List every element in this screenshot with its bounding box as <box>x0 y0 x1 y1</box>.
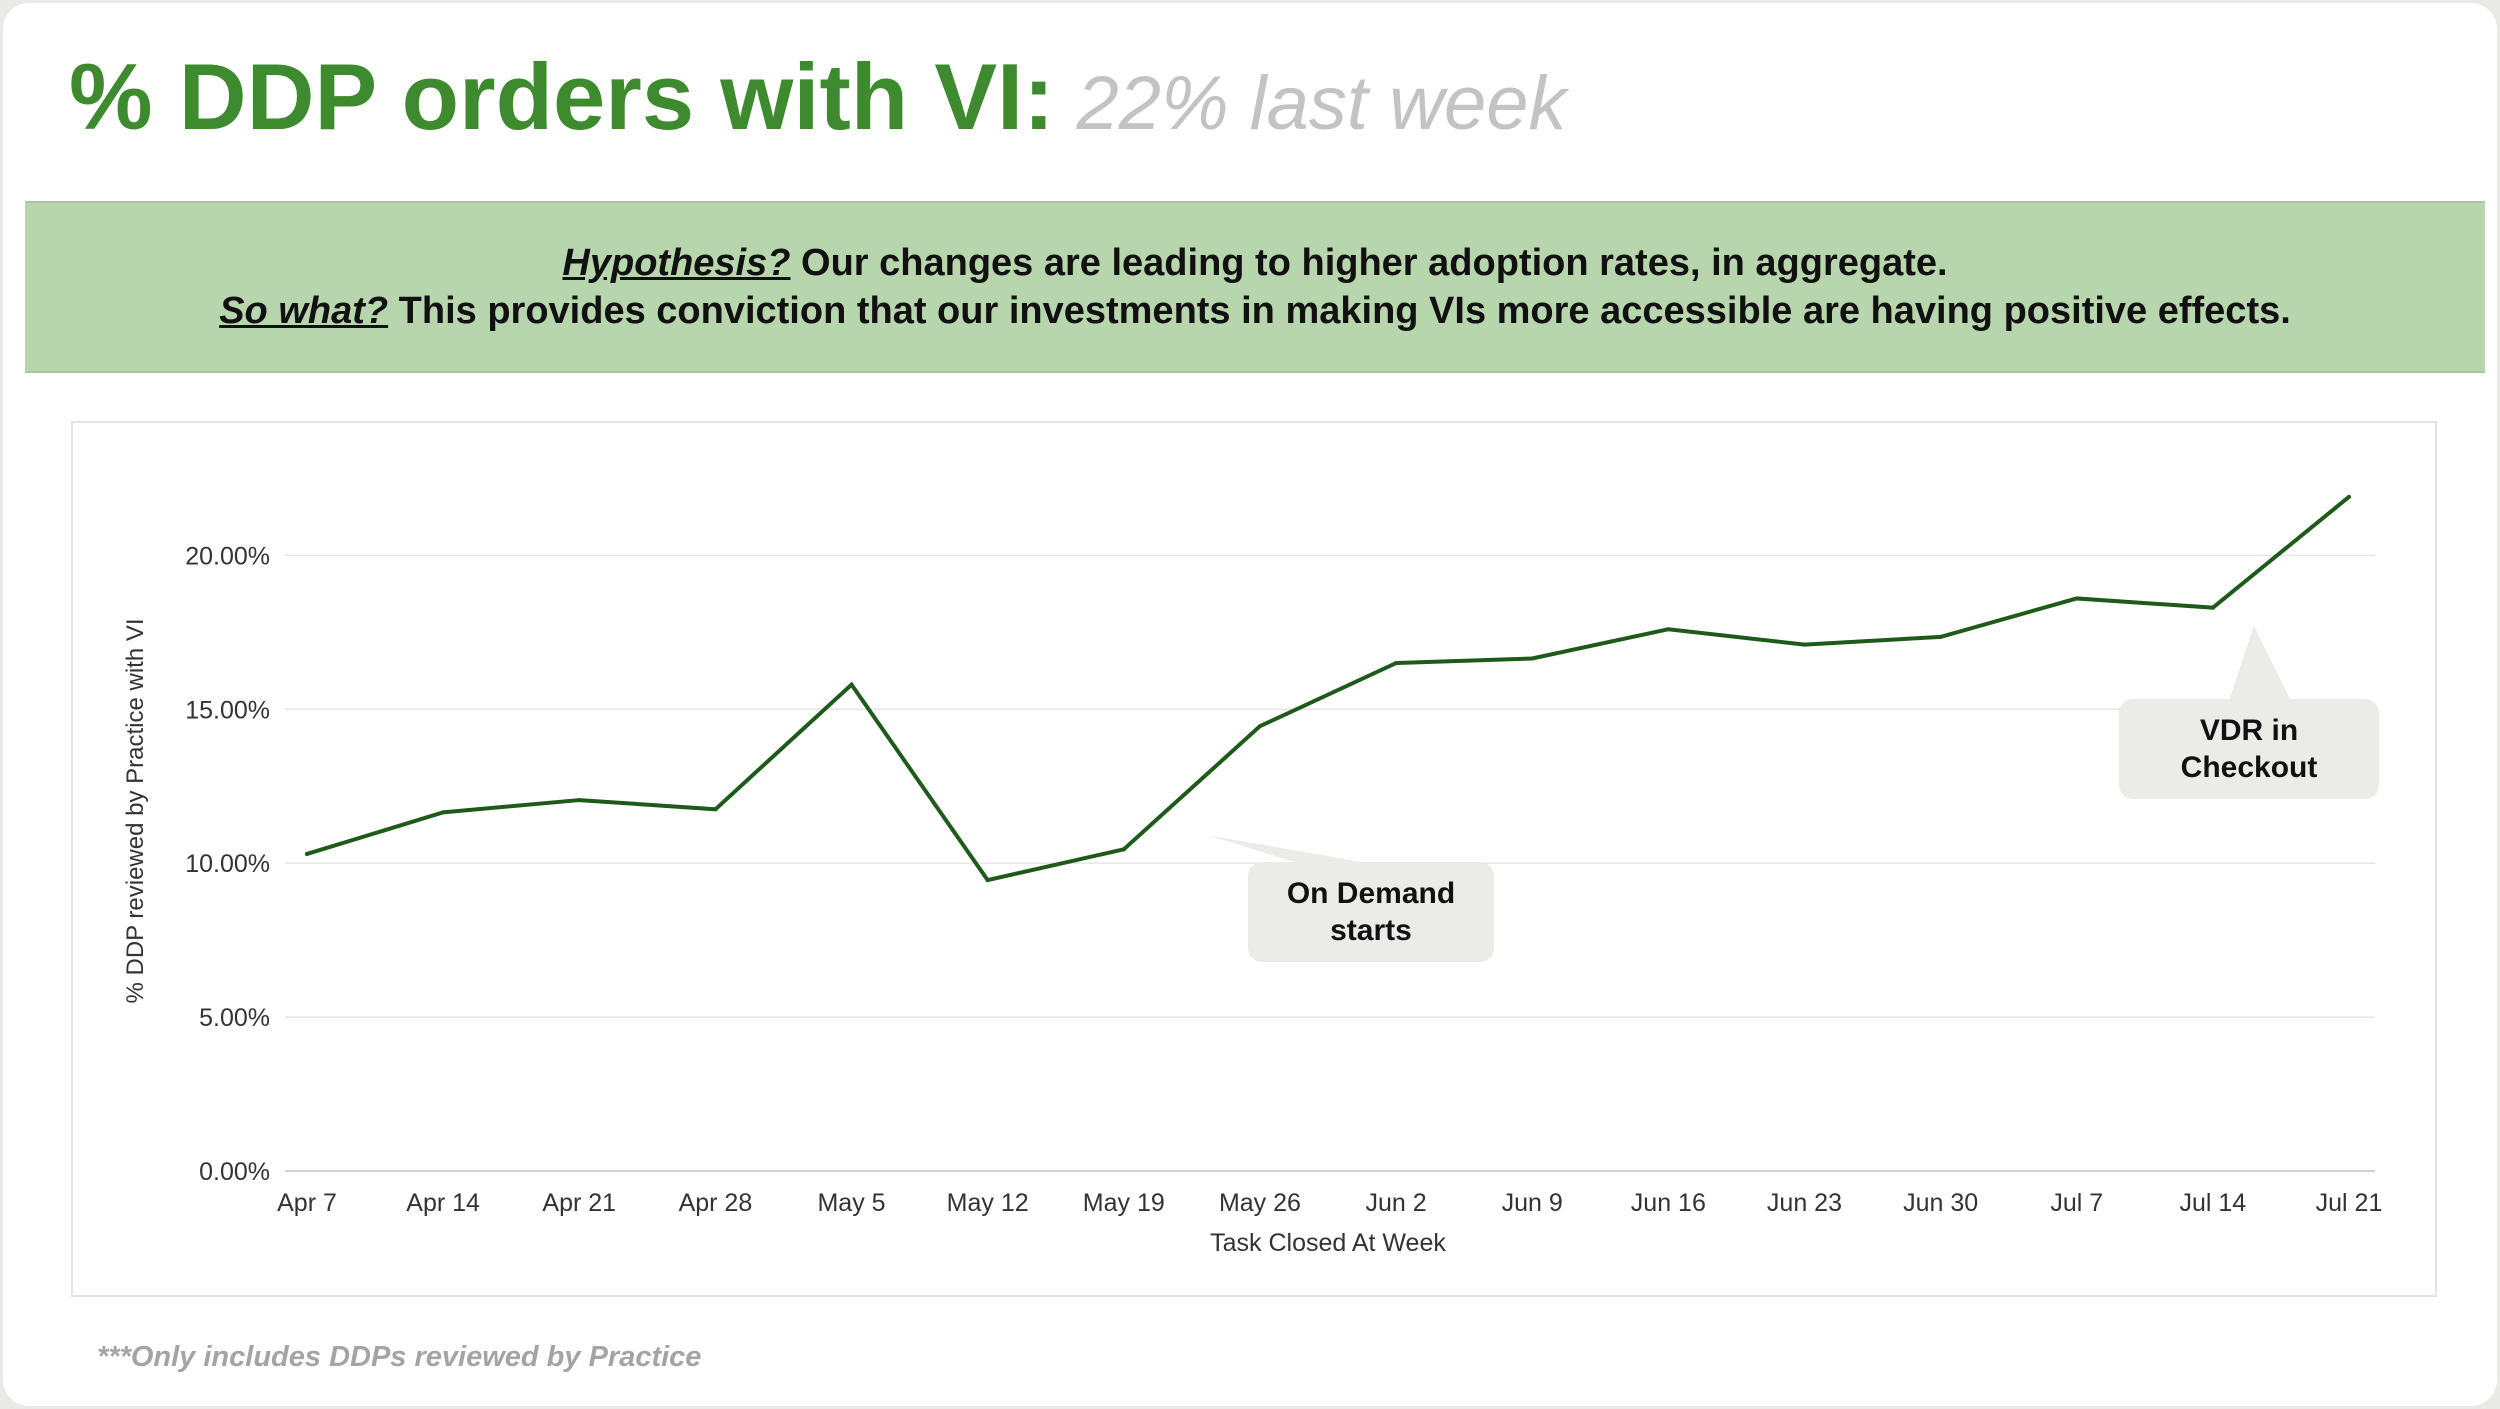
x-tick-label: Jul 14 <box>2180 1189 2247 1217</box>
data-point <box>1257 724 1262 729</box>
banner-line-hypothesis: Hypothesis? Our changes are leading to h… <box>562 239 1947 287</box>
data-point <box>1530 656 1535 661</box>
x-tick-label: May 12 <box>947 1189 1029 1217</box>
so-what-label: So what? <box>219 290 389 332</box>
data-point <box>985 878 990 883</box>
hypothesis-label: Hypothesis? <box>562 242 791 284</box>
series-line <box>305 494 2351 883</box>
x-axis-label: Task Closed At Week <box>1210 1229 1446 1257</box>
y-axis-label: % DDP reviewed by Practice with VI <box>122 618 149 1003</box>
callout-vdr-box: VDR in Checkout <box>2119 699 2379 799</box>
x-tick-label: Jun 9 <box>1502 1189 1563 1217</box>
callout-vdr-pointer <box>2225 625 2297 713</box>
data-point <box>849 682 854 687</box>
y-tick-label: 10.00% <box>185 850 270 878</box>
slide: % DDP orders with VI: 22% last week Hypot… <box>3 3 2497 1406</box>
x-tick-label: Apr 7 <box>277 1189 337 1217</box>
hypothesis-text: Our changes are leading to higher adopti… <box>790 242 1948 284</box>
data-point <box>441 810 446 815</box>
data-point <box>1802 642 1807 647</box>
x-tick-label: Jun 30 <box>1903 1189 1978 1217</box>
data-point <box>2210 605 2215 610</box>
callout-on-demand-box: On Demand starts <box>1248 862 1494 962</box>
so-what-text: This provides conviction that our invest… <box>388 290 2291 332</box>
line-chart: 0.00% 5.00% 10.00% 15.00% 20.00% Apr 7 Apr 14 A… <box>122 494 2383 1257</box>
chart-frame: 0.00% 5.00% 10.00% 15.00% 20.00% Apr 7 Apr 14 A… <box>71 421 2437 1297</box>
data-point <box>1666 627 1671 632</box>
data-point <box>1938 634 1943 639</box>
page-title: % DDP orders with VI: 22% last week <box>69 43 1566 151</box>
banner-line-so-what: So what? This provides conviction that o… <box>219 287 2291 335</box>
x-tick-label: Jun 2 <box>1365 1189 1426 1217</box>
x-tick-label: May 5 <box>817 1189 885 1217</box>
y-tick-label: 5.00% <box>199 1004 270 1032</box>
data-point <box>2347 494 2351 499</box>
data-point <box>1121 847 1126 852</box>
x-tick-label: May 19 <box>1083 1189 1165 1217</box>
title-main: % DDP orders with VI: <box>69 44 1055 149</box>
data-point <box>577 798 582 803</box>
footnote: ***Only includes DDPs reviewed by Practi… <box>97 1341 702 1373</box>
data-point <box>2074 596 2079 601</box>
x-tick-label: Apr 28 <box>679 1189 753 1217</box>
y-tick-label: 0.00% <box>199 1158 270 1186</box>
x-tick-label: May 26 <box>1219 1189 1301 1217</box>
data-point <box>713 807 718 812</box>
x-tick-label: Jun 16 <box>1631 1189 1706 1217</box>
y-tick-label: 20.00% <box>185 542 270 570</box>
x-tick-label: Apr 14 <box>406 1189 480 1217</box>
data-point <box>1394 661 1399 666</box>
x-tick-label: Apr 21 <box>542 1189 616 1217</box>
x-tick-label: Jun 23 <box>1767 1189 1842 1217</box>
y-tick-label: 15.00% <box>185 696 270 724</box>
x-tick-label: Jul 21 <box>2316 1189 2383 1217</box>
hypothesis-banner: Hypothesis? Our changes are leading to h… <box>25 201 2485 373</box>
x-tick-label: Jul 7 <box>2050 1189 2103 1217</box>
title-subtitle: 22% last week <box>1076 61 1567 146</box>
data-point <box>305 851 309 856</box>
